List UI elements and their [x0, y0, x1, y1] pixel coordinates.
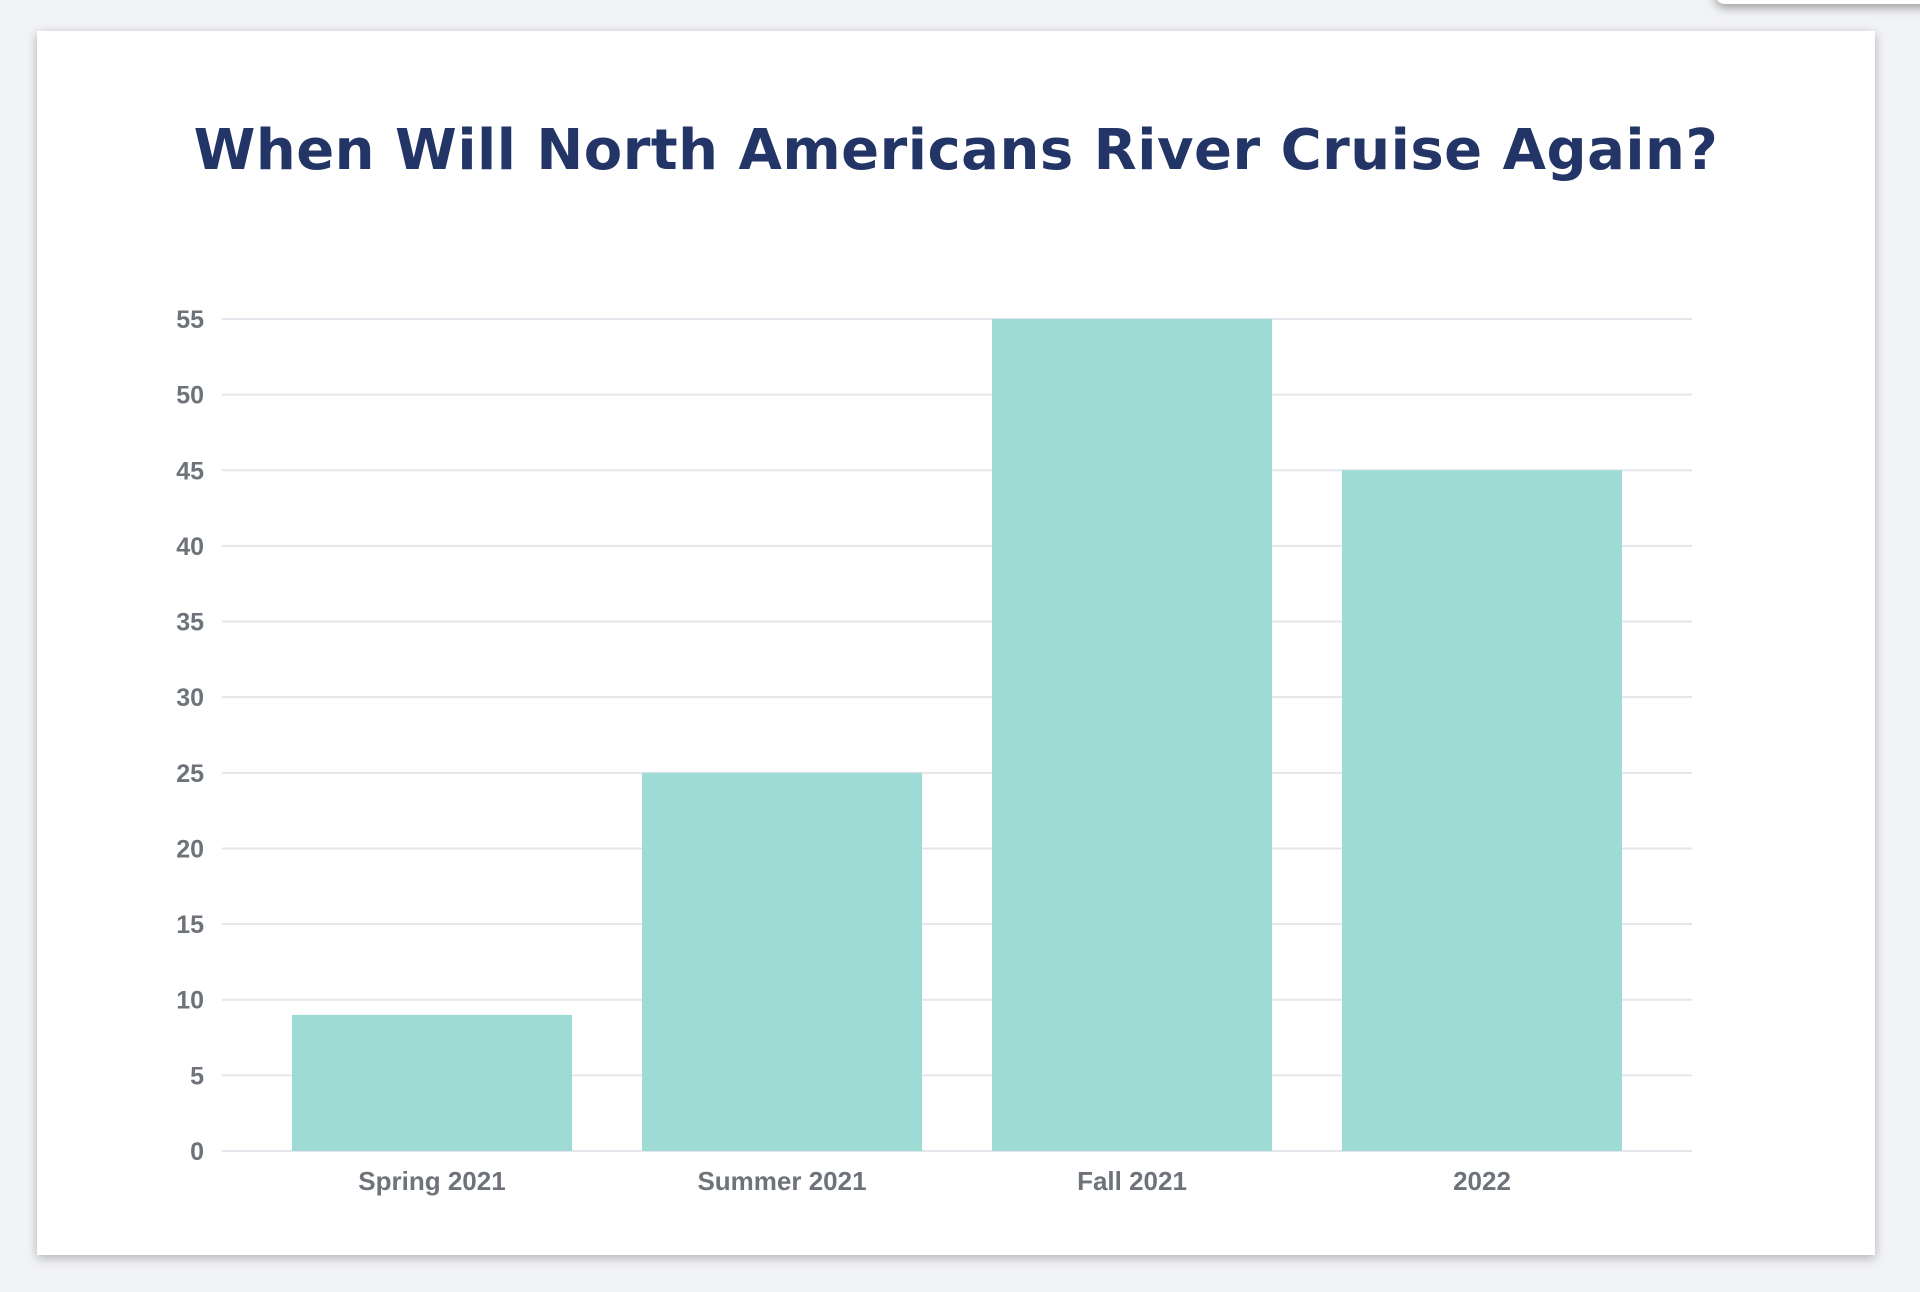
y-tick-label: 35	[176, 609, 204, 637]
x-axis-tick-labels: Spring 2021 Summer 2021 Fall 2021 2022	[358, 1166, 1511, 1196]
x-tick-label: Fall 2021	[1077, 1166, 1187, 1196]
y-tick-label: 0	[190, 1138, 204, 1166]
y-tick-label: 25	[176, 760, 204, 788]
y-axis-tick-labels: 0 5 10 15 20 25 30 35 40 45 50 55	[176, 306, 204, 1166]
y-tick-label: 30	[176, 684, 204, 712]
bar-fall-2021	[992, 319, 1272, 1151]
y-tick-label: 45	[176, 457, 204, 485]
bar-2022	[1342, 470, 1622, 1152]
y-tick-label: 50	[176, 382, 204, 410]
chart-card: When Will North Americans River Cruise A…	[37, 31, 1875, 1255]
x-tick-label: Spring 2021	[358, 1166, 505, 1196]
x-tick-label: Summer 2021	[697, 1166, 866, 1196]
y-tick-label: 5	[190, 1062, 204, 1090]
x-tick-label: 2022	[1453, 1166, 1511, 1196]
bar-summer-2021	[642, 772, 922, 1151]
y-tick-label: 15	[176, 911, 204, 939]
bar-chart: 0 5 10 15 20 25 30 35 40 45 50 55 Spring 2021 Summer…	[176, 306, 1692, 1196]
chart-title: When Will North Americans River Cruise A…	[193, 118, 1719, 183]
y-tick-label: 10	[176, 987, 204, 1015]
bar-spring-2021	[292, 1014, 572, 1151]
background-window-edge	[1715, 0, 1920, 4]
y-tick-label: 40	[176, 533, 204, 561]
y-tick-label: 20	[176, 835, 204, 863]
bars	[292, 319, 1622, 1152]
y-tick-label: 55	[176, 306, 204, 334]
